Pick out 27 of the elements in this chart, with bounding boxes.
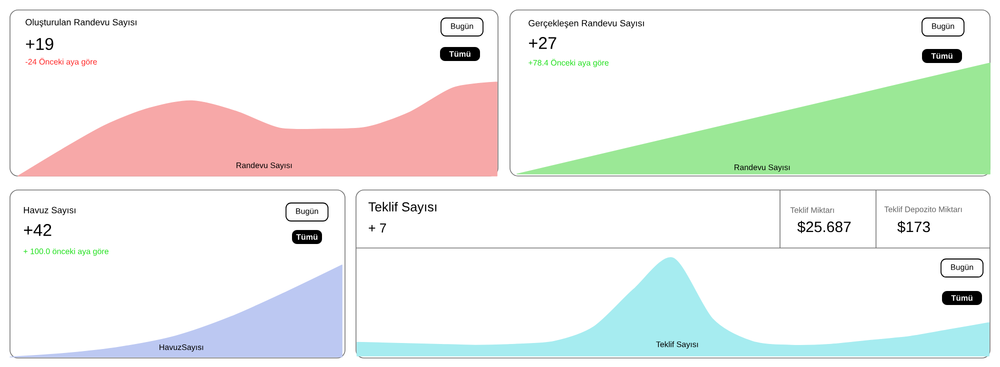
chart-title: Oluşturulan Randevu Sayısı xyxy=(26,18,136,28)
text: $25.687 xyxy=(797,220,851,234)
text: Tümü xyxy=(931,53,952,59)
text: Teklif Miktarı xyxy=(790,207,834,213)
text: Bugün xyxy=(932,23,954,31)
annotation: +78.4 Önceki aya göre xyxy=(528,58,609,68)
text: $173 xyxy=(897,220,930,234)
annotation: Tümü xyxy=(951,295,972,301)
series-label: Teklif Sayısı xyxy=(656,341,698,349)
text: + 100.0 önceki aya göre xyxy=(24,248,108,256)
text: Tümü xyxy=(296,234,318,240)
text: Bugün xyxy=(451,23,474,31)
series-label: HavuzSayısı xyxy=(160,344,204,352)
text: Tümü xyxy=(449,51,470,57)
text: Teklif Depozito Miktarı xyxy=(884,206,962,214)
chart-subtitle: +27 xyxy=(529,37,556,49)
text: Bugün xyxy=(296,208,318,216)
series-label: Randevu Sayısı xyxy=(236,162,292,170)
chart-subtitle: +42 xyxy=(24,224,52,236)
chart-subtitle: + 7 xyxy=(368,224,386,232)
chart-title: Teklif Sayısı xyxy=(368,202,436,214)
series-label: Randevu Sayısı xyxy=(734,164,790,172)
chart-subtitle: +19 xyxy=(26,38,54,50)
text: -24 Önceki aya göre xyxy=(26,58,97,66)
chart-title: Havuz Sayısı xyxy=(24,206,76,216)
chart-title: Gerçekleşen Randevu Sayısı xyxy=(528,20,644,28)
annotation: Bugün xyxy=(951,264,974,272)
